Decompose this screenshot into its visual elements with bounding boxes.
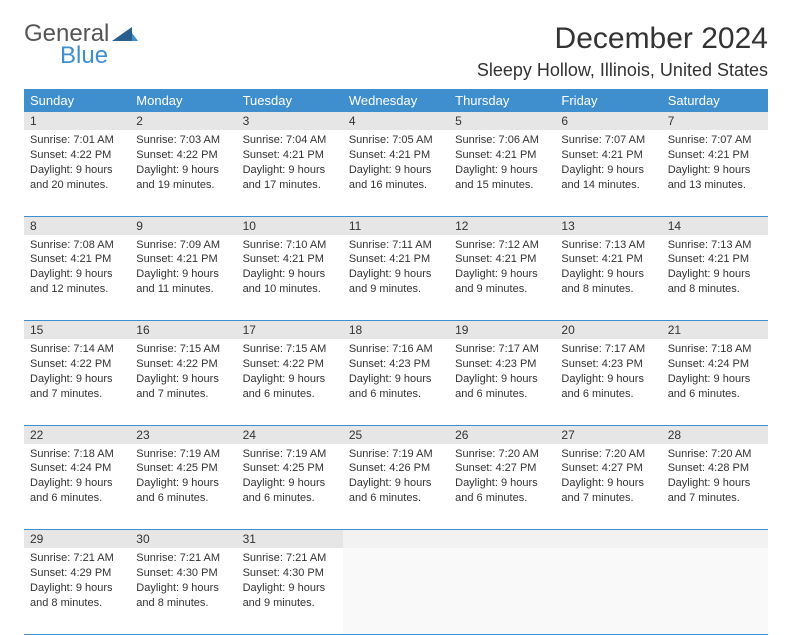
day-number-cell: 31	[237, 530, 343, 549]
day-detail-cell: Sunrise: 7:15 AMSunset: 4:22 PMDaylight:…	[237, 339, 343, 425]
calendar-table: SundayMondayTuesdayWednesdayThursdayFrid…	[24, 89, 768, 635]
day-detail-cell: Sunrise: 7:19 AMSunset: 4:25 PMDaylight:…	[130, 444, 236, 530]
calendar-body: 1234567Sunrise: 7:01 AMSunset: 4:22 PMDa…	[24, 112, 768, 634]
day-number-cell: 6	[555, 112, 661, 130]
day-detail-cell: Sunrise: 7:14 AMSunset: 4:22 PMDaylight:…	[24, 339, 130, 425]
day-number-cell: 28	[662, 425, 768, 444]
weekday-header-row: SundayMondayTuesdayWednesdayThursdayFrid…	[24, 89, 768, 112]
day-number-row: 891011121314	[24, 216, 768, 235]
day-detail-cell: Sunrise: 7:07 AMSunset: 4:21 PMDaylight:…	[662, 130, 768, 216]
title-block: December 2024 Sleepy Hollow, Illinois, U…	[477, 22, 768, 81]
day-number-cell: 13	[555, 216, 661, 235]
day-number-cell	[662, 530, 768, 549]
weekday-header: Saturday	[662, 89, 768, 112]
day-detail-cell: Sunrise: 7:08 AMSunset: 4:21 PMDaylight:…	[24, 235, 130, 321]
day-detail-row: Sunrise: 7:18 AMSunset: 4:24 PMDaylight:…	[24, 444, 768, 530]
day-detail-cell: Sunrise: 7:04 AMSunset: 4:21 PMDaylight:…	[237, 130, 343, 216]
brand-logo: General Blue	[24, 22, 138, 68]
day-detail-cell: Sunrise: 7:16 AMSunset: 4:23 PMDaylight:…	[343, 339, 449, 425]
day-number-cell: 10	[237, 216, 343, 235]
day-number-cell: 4	[343, 112, 449, 130]
day-number-cell: 5	[449, 112, 555, 130]
day-number-cell: 16	[130, 321, 236, 340]
day-detail-cell: Sunrise: 7:13 AMSunset: 4:21 PMDaylight:…	[662, 235, 768, 321]
day-detail-cell: Sunrise: 7:17 AMSunset: 4:23 PMDaylight:…	[449, 339, 555, 425]
day-detail-cell: Sunrise: 7:01 AMSunset: 4:22 PMDaylight:…	[24, 130, 130, 216]
weekday-header: Sunday	[24, 89, 130, 112]
day-number-cell: 24	[237, 425, 343, 444]
day-detail-cell: Sunrise: 7:09 AMSunset: 4:21 PMDaylight:…	[130, 235, 236, 321]
day-detail-row: Sunrise: 7:21 AMSunset: 4:29 PMDaylight:…	[24, 548, 768, 634]
day-detail-cell	[555, 548, 661, 634]
day-number-cell: 7	[662, 112, 768, 130]
day-number-row: 293031	[24, 530, 768, 549]
day-number-cell: 22	[24, 425, 130, 444]
day-detail-cell	[343, 548, 449, 634]
day-detail-cell: Sunrise: 7:15 AMSunset: 4:22 PMDaylight:…	[130, 339, 236, 425]
brand-text-blue: Blue	[24, 44, 138, 68]
day-number-row: 22232425262728	[24, 425, 768, 444]
month-title: December 2024	[477, 22, 768, 56]
weekday-header: Wednesday	[343, 89, 449, 112]
day-detail-cell: Sunrise: 7:20 AMSunset: 4:27 PMDaylight:…	[555, 444, 661, 530]
day-number-cell: 12	[449, 216, 555, 235]
day-number-cell: 8	[24, 216, 130, 235]
location-text: Sleepy Hollow, Illinois, United States	[477, 60, 768, 81]
day-number-cell: 1	[24, 112, 130, 130]
day-number-cell: 29	[24, 530, 130, 549]
day-number-cell: 14	[662, 216, 768, 235]
day-detail-row: Sunrise: 7:01 AMSunset: 4:22 PMDaylight:…	[24, 130, 768, 216]
weekday-header: Monday	[130, 89, 236, 112]
weekday-header: Tuesday	[237, 89, 343, 112]
day-detail-cell: Sunrise: 7:18 AMSunset: 4:24 PMDaylight:…	[662, 339, 768, 425]
day-detail-cell: Sunrise: 7:13 AMSunset: 4:21 PMDaylight:…	[555, 235, 661, 321]
weekday-header: Friday	[555, 89, 661, 112]
day-detail-cell: Sunrise: 7:17 AMSunset: 4:23 PMDaylight:…	[555, 339, 661, 425]
day-number-cell: 18	[343, 321, 449, 340]
day-number-row: 15161718192021	[24, 321, 768, 340]
day-number-row: 1234567	[24, 112, 768, 130]
day-detail-cell: Sunrise: 7:10 AMSunset: 4:21 PMDaylight:…	[237, 235, 343, 321]
day-detail-row: Sunrise: 7:08 AMSunset: 4:21 PMDaylight:…	[24, 235, 768, 321]
day-detail-cell: Sunrise: 7:21 AMSunset: 4:30 PMDaylight:…	[130, 548, 236, 634]
day-detail-cell	[449, 548, 555, 634]
brand-triangle-icon	[112, 25, 138, 41]
day-number-cell: 23	[130, 425, 236, 444]
day-detail-cell: Sunrise: 7:21 AMSunset: 4:29 PMDaylight:…	[24, 548, 130, 634]
day-number-cell: 15	[24, 321, 130, 340]
day-detail-cell: Sunrise: 7:20 AMSunset: 4:27 PMDaylight:…	[449, 444, 555, 530]
day-detail-cell	[662, 548, 768, 634]
day-detail-cell: Sunrise: 7:03 AMSunset: 4:22 PMDaylight:…	[130, 130, 236, 216]
day-number-cell: 19	[449, 321, 555, 340]
day-number-cell	[449, 530, 555, 549]
day-detail-cell: Sunrise: 7:19 AMSunset: 4:26 PMDaylight:…	[343, 444, 449, 530]
day-number-cell: 25	[343, 425, 449, 444]
day-number-cell: 17	[237, 321, 343, 340]
day-detail-cell: Sunrise: 7:06 AMSunset: 4:21 PMDaylight:…	[449, 130, 555, 216]
day-number-cell: 11	[343, 216, 449, 235]
day-number-cell: 26	[449, 425, 555, 444]
day-number-cell: 20	[555, 321, 661, 340]
day-number-cell: 21	[662, 321, 768, 340]
day-detail-cell: Sunrise: 7:05 AMSunset: 4:21 PMDaylight:…	[343, 130, 449, 216]
day-detail-row: Sunrise: 7:14 AMSunset: 4:22 PMDaylight:…	[24, 339, 768, 425]
page-header: General Blue December 2024 Sleepy Hollow…	[24, 22, 768, 81]
day-number-cell	[343, 530, 449, 549]
weekday-header: Thursday	[449, 89, 555, 112]
day-number-cell: 2	[130, 112, 236, 130]
day-detail-cell: Sunrise: 7:19 AMSunset: 4:25 PMDaylight:…	[237, 444, 343, 530]
day-number-cell: 30	[130, 530, 236, 549]
day-number-cell	[555, 530, 661, 549]
day-number-cell: 9	[130, 216, 236, 235]
day-number-cell: 3	[237, 112, 343, 130]
day-detail-cell: Sunrise: 7:21 AMSunset: 4:30 PMDaylight:…	[237, 548, 343, 634]
day-number-cell: 27	[555, 425, 661, 444]
day-detail-cell: Sunrise: 7:12 AMSunset: 4:21 PMDaylight:…	[449, 235, 555, 321]
day-detail-cell: Sunrise: 7:11 AMSunset: 4:21 PMDaylight:…	[343, 235, 449, 321]
day-detail-cell: Sunrise: 7:07 AMSunset: 4:21 PMDaylight:…	[555, 130, 661, 216]
day-detail-cell: Sunrise: 7:18 AMSunset: 4:24 PMDaylight:…	[24, 444, 130, 530]
day-detail-cell: Sunrise: 7:20 AMSunset: 4:28 PMDaylight:…	[662, 444, 768, 530]
